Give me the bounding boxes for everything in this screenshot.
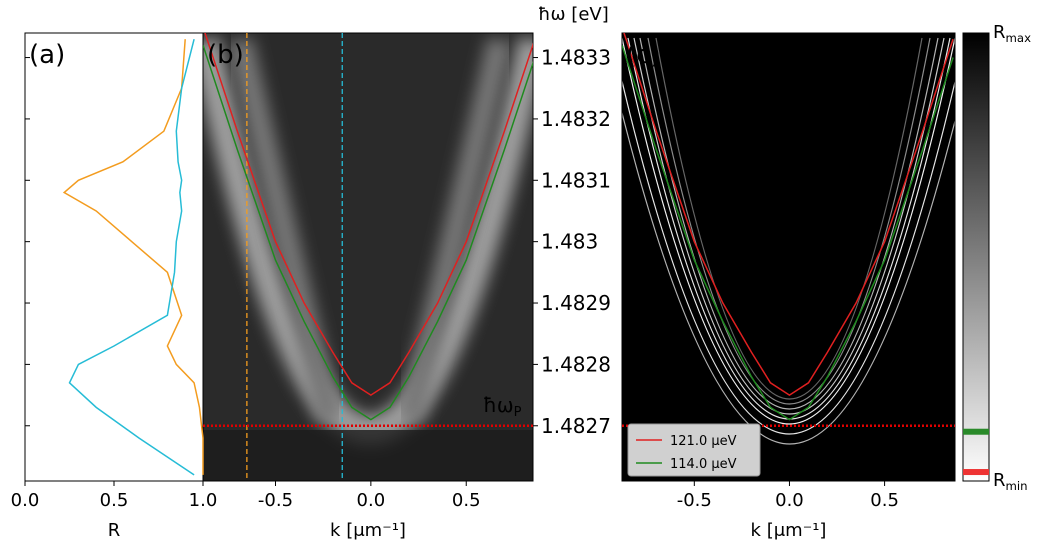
x-tick-label: 0.0 [357,490,386,511]
y-tick-label: 1.4833 [541,46,611,70]
x-tick-label: 0.5 [870,490,899,511]
x-axis-label: k [μm⁻¹] [330,520,406,541]
y-tick-label: 1.4827 [541,414,611,438]
fit-line [204,33,533,396]
x-axis-label: R [108,520,121,541]
x-tick-label: 0.0 [11,490,40,511]
panel-label: (c) [626,40,661,70]
x-tick-label: 0.0 [775,490,804,511]
y-tick-label: 1.4831 [541,168,611,192]
legend-label: 114.0 μeV [670,457,737,472]
panel-label: (b) [207,40,244,70]
panel-label: (a) [29,40,65,70]
plot-area [622,33,954,421]
y-tick-label: 1.483 [541,230,598,254]
x-tick-label: 0.5 [452,490,481,511]
colorbar-min-main: R [993,470,1006,491]
image-c [622,33,955,481]
y-tick-label: 1.4828 [541,352,611,376]
y-tick-label: 1.4829 [541,291,611,315]
threshold-label-sub: P [514,405,522,420]
profile-line [62,39,204,475]
x-tick-label: -0.5 [677,490,712,511]
colorbar [962,32,990,482]
x-axis-label: k [μm⁻¹] [751,520,827,541]
fit-line [622,45,954,421]
colorbar-min-sub: min [1006,479,1028,493]
threshold-label-main: ħω [483,393,514,417]
colorbar-max: Rmax [993,22,1031,45]
plot-area [203,33,533,481]
x-tick-label: 0.5 [100,490,129,511]
image-b [203,33,533,481]
frame-c [621,32,956,482]
x-tick-label: -0.5 [258,490,293,511]
x-tick-label: 1.0 [189,490,218,511]
colorbar-marker [963,428,989,435]
colorbar-min: Rmin [993,470,1028,493]
colorbar-max-main: R [993,22,1006,43]
profile-line [68,38,195,476]
y-tick-label: 1.4832 [541,107,611,131]
colorbar-marker [963,469,989,476]
legend-label: 121.0 μeV [670,434,737,449]
colorbar-max-sub: max [1006,31,1032,45]
fit-line [623,33,954,396]
fit-line [203,45,533,421]
y-axis-label: ħω [eV] [538,4,609,25]
frame-b [202,32,534,482]
threshold-label: ħωP [483,393,522,420]
